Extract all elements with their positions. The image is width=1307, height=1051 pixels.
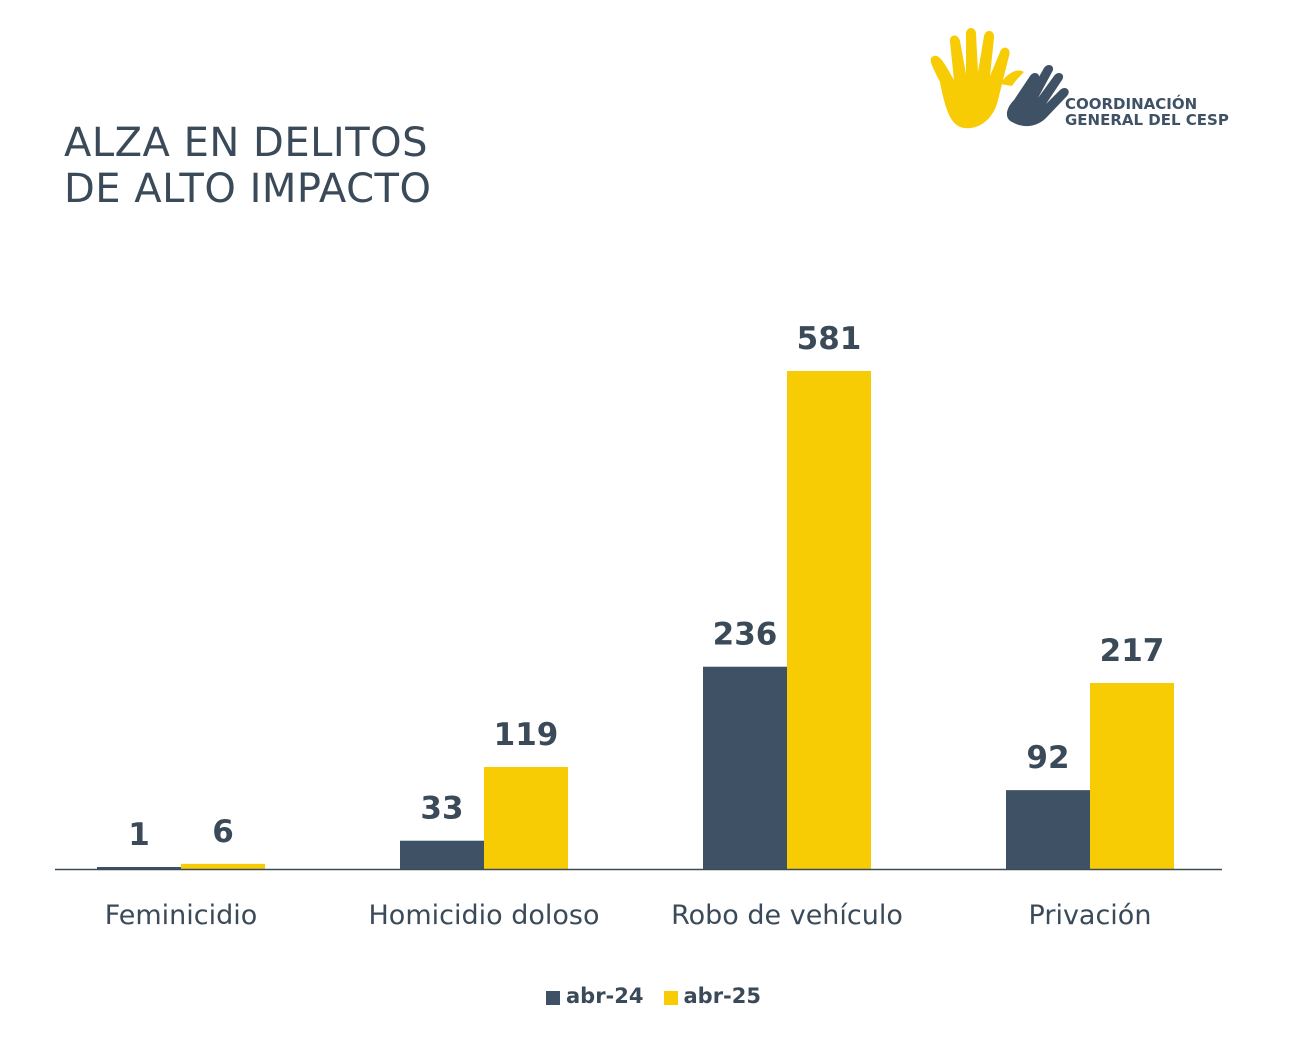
bar-abr-24-0	[97, 867, 181, 869]
logo-text: COORDINACIÓN GENERAL DEL CESP	[1065, 96, 1229, 128]
bar-abr-24-3	[1006, 790, 1090, 869]
x-tick-label-2: Robo de vehículo	[671, 900, 903, 931]
logo-line-2: GENERAL DEL CESP	[1065, 111, 1229, 129]
legend-label-abr24: abr-24	[566, 984, 644, 1008]
x-tick-label-3: Privación	[1029, 900, 1152, 931]
bar-abr-25-0	[181, 863, 265, 869]
chart-title-line-2: DE ALTO IMPACTO	[64, 166, 432, 212]
legend: abr-24 abr-25	[0, 984, 1307, 1008]
data-label-abr-24-3: 92	[1026, 740, 1069, 776]
data-label-abr-24-0: 1	[128, 817, 150, 853]
data-label-abr-25-2: 581	[797, 321, 862, 357]
data-label-abr-25-0: 6	[212, 814, 234, 850]
logo-line-1: COORDINACIÓN	[1065, 95, 1198, 113]
bar-abr-24-2	[703, 666, 787, 869]
bar-abr-25-3	[1090, 683, 1174, 869]
data-label-abr-25-1: 119	[494, 717, 559, 753]
data-label-abr-24-1: 33	[420, 791, 463, 827]
legend-swatch-abr24	[546, 990, 560, 1005]
legend-item-abr25: abr-25	[663, 984, 762, 1008]
data-label-abr-24-2: 236	[713, 617, 778, 653]
chart-title-line-1: ALZA EN DELITOS	[64, 120, 429, 166]
legend-label-abr25: abr-25	[683, 984, 762, 1008]
x-tick-label-0: Feminicidio	[105, 900, 258, 931]
bar-abr-25-2	[787, 371, 871, 869]
bar-abr-24-1	[400, 840, 484, 869]
x-tick-label-1: Homicidio doloso	[369, 900, 600, 931]
bar-abr-25-1	[484, 767, 568, 869]
data-label-abr-25-3: 217	[1100, 633, 1165, 669]
logo: COORDINACIÓN GENERAL DEL CESP	[920, 22, 1250, 142]
legend-swatch-abr25	[663, 990, 678, 1005]
hands-dove-icon	[930, 28, 1069, 129]
chart-title: ALZA EN DELITOS DE ALTO IMPACTO	[64, 120, 431, 212]
legend-item-abr24: abr-24	[546, 984, 644, 1008]
